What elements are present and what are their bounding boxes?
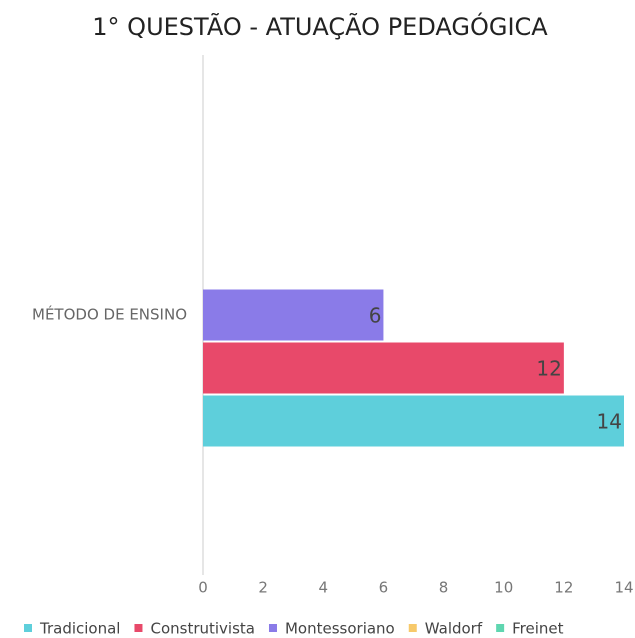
x-tick-label: 2 (258, 579, 268, 597)
y-tick-label: MÉTODO DE ENSINO (32, 305, 187, 324)
legend-label: Waldorf (425, 620, 483, 638)
chart-title: 1° QUESTÃO - ATUAÇÃO PEDAGÓGICA (92, 11, 548, 41)
data-label: 14 (597, 410, 622, 434)
legend-swatch (268, 624, 277, 632)
legend-swatch (134, 624, 143, 632)
data-label: 12 (536, 357, 561, 381)
legend-label: Montessoriano (285, 620, 395, 638)
x-tick-label: 10 (494, 579, 513, 597)
legend-label: Construtivista (150, 620, 255, 638)
bar (203, 342, 564, 394)
legend-label: Tradicional (39, 620, 120, 638)
x-tick-label: 6 (379, 579, 389, 597)
legend-label: Freinet (512, 620, 564, 638)
bar (203, 395, 624, 447)
legend-swatch (496, 624, 505, 632)
bar (203, 289, 384, 341)
x-tick-label: 14 (614, 579, 633, 597)
legend-swatch (24, 624, 32, 632)
x-tick-label: 8 (439, 579, 449, 597)
x-tick-label: 0 (198, 579, 208, 597)
legend-swatch (408, 624, 417, 632)
data-label: 6 (369, 304, 382, 328)
x-tick-label: 12 (554, 579, 573, 597)
x-tick-label: 4 (319, 579, 329, 597)
